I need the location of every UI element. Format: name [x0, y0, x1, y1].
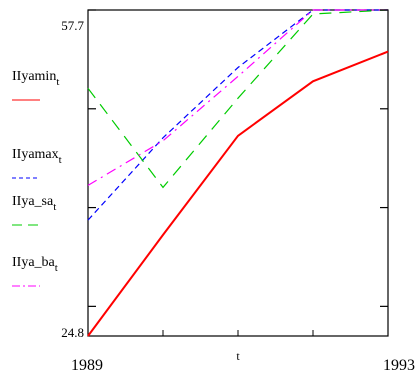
y-tick-label-bottom: 24.8 — [61, 325, 84, 340]
plot-border — [87, 9, 389, 337]
series-line-2 — [87, 9, 388, 221]
legend-label-3: IIya_sat — [12, 194, 56, 213]
x-ticks: 1989 1993 t — [71, 349, 415, 374]
y-ticks: 57.7 24.8 — [61, 9, 388, 340]
legend-label-4: IIya_bat — [12, 255, 58, 274]
series-line-4 — [87, 9, 388, 186]
legend: IIyamint IIyamaxt IIya_sat IIya_bat — [12, 69, 62, 287]
x-tick-label-right: 1993 — [383, 357, 415, 374]
series-line-1 — [87, 50, 389, 337]
series-lines — [87, 9, 389, 337]
legend-label-2: IIyamaxt — [12, 147, 62, 166]
legend-label-1: IIyamint — [12, 69, 59, 88]
y-tick-label-top: 57.7 — [61, 18, 84, 33]
x-tick-label-left: 1989 — [71, 357, 103, 374]
series-line-3 — [87, 9, 389, 189]
x-axis-label: t — [236, 349, 240, 363]
plot-frame — [87, 9, 389, 337]
